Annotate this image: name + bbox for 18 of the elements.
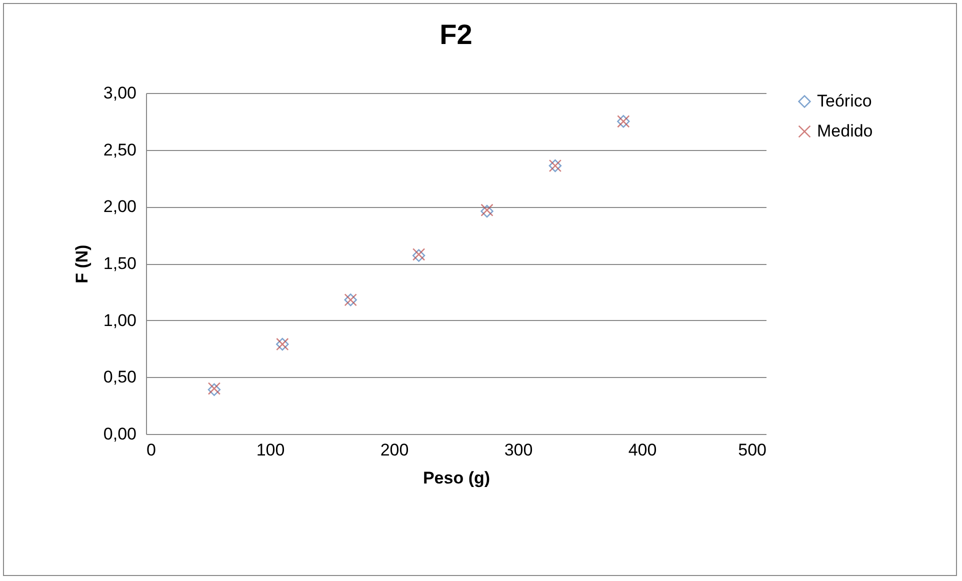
y-tick-label: 0,50: [103, 368, 136, 387]
y-tick-label: 0,00: [103, 424, 136, 444]
x-axis-title: Peso (g): [422, 468, 490, 488]
x-tick-label: 200: [380, 440, 409, 460]
y-tick-label: 2,00: [103, 197, 136, 216]
x-tick-label: 300: [504, 440, 533, 460]
y-tick-label: 3,00: [103, 84, 136, 102]
y-tick-label: 1,00: [103, 310, 136, 330]
y-tick-label: 1,50: [103, 254, 136, 273]
x-tick-label: 100: [256, 440, 285, 460]
x-tick-label: 500: [738, 440, 766, 460]
y-axis-title: F (N): [72, 244, 92, 284]
y-tick-label: 2,50: [103, 140, 136, 160]
chart-title: F2: [440, 19, 472, 50]
x-tick-label: 0: [146, 440, 156, 460]
legend-label: Medido: [817, 122, 873, 140]
legend-label: Teórico: [817, 92, 872, 110]
x-tick-label: 400: [628, 440, 657, 460]
